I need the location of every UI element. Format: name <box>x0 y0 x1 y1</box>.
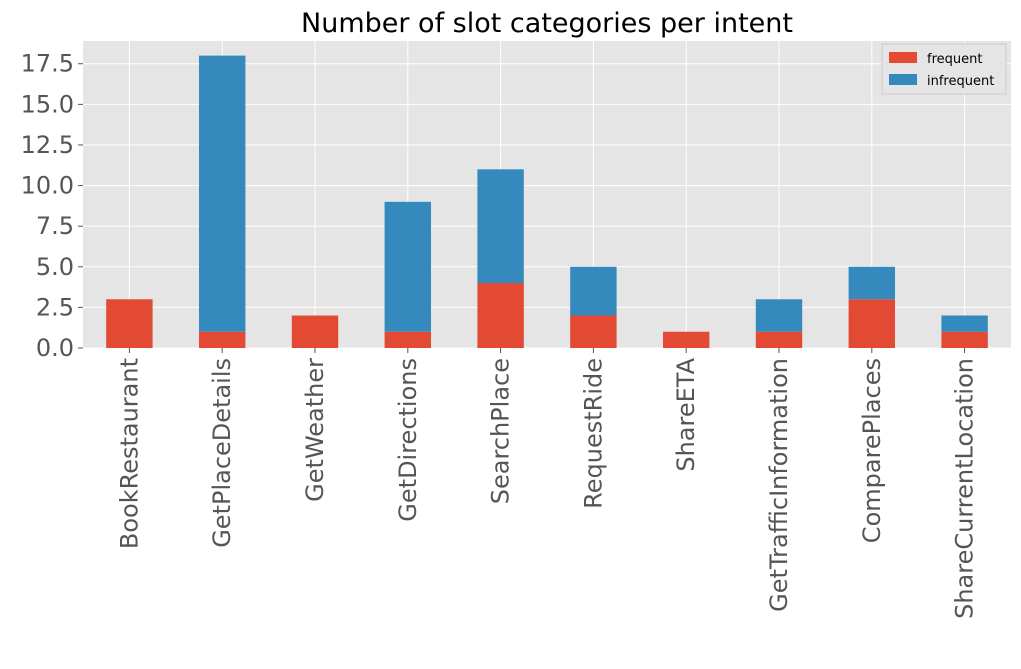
bar-infrequent <box>199 55 246 332</box>
bar-frequent <box>106 299 153 348</box>
bars <box>106 55 988 348</box>
chart-title: Number of slot categories per intent <box>301 8 793 39</box>
bar-infrequent <box>755 299 803 332</box>
bar-frequent <box>199 331 246 348</box>
x-tick-label: ShareETA <box>672 357 700 471</box>
legend-label-frequent: frequent <box>927 52 982 67</box>
x-tick-label: GetDirections <box>394 358 422 522</box>
y-tick-label: 0.0 <box>36 334 74 362</box>
bar-infrequent <box>570 266 617 316</box>
bar-frequent <box>848 299 895 348</box>
y-tick-label: 5.0 <box>36 253 74 281</box>
x-tick-label: BookRestaurant <box>115 358 143 549</box>
legend-swatch-frequent <box>889 52 917 63</box>
y-tick-label: 15.0 <box>21 90 74 118</box>
x-tick-label: ComparePlaces <box>858 358 886 543</box>
bar-infrequent <box>941 315 988 332</box>
bar-frequent <box>384 331 431 348</box>
bar-frequent <box>291 315 339 348</box>
bar-infrequent <box>384 201 431 332</box>
bar-frequent <box>477 283 524 348</box>
bar-infrequent <box>848 266 895 300</box>
x-tick-label: GetPlaceDetails <box>208 358 236 548</box>
x-tick-label: SearchPlace <box>487 358 515 504</box>
y-tick-label: 17.5 <box>21 50 74 78</box>
bar-frequent <box>663 331 710 348</box>
legend-label-infrequent: infrequent <box>927 74 994 89</box>
y-tick-label: 12.5 <box>21 131 74 159</box>
x-tick-label: GetWeather <box>301 358 329 502</box>
y-tick-label: 7.5 <box>36 212 74 240</box>
y-tick-label: 2.5 <box>36 293 74 321</box>
x-tick-label: GetTrafficInformation <box>765 358 793 612</box>
bar-frequent <box>941 331 988 348</box>
bar-infrequent <box>477 169 524 284</box>
bar-frequent <box>570 315 617 348</box>
x-tick-label: RequestRide <box>579 358 607 509</box>
legend: frequent infrequent <box>881 43 1007 95</box>
y-axis: 0.0 2.5 5.0 7.5 10.0 12.5 15.0 17.5 <box>21 50 83 362</box>
x-tick-label: ShareCurrentLocation <box>951 358 979 619</box>
y-tick-label: 10.0 <box>21 172 74 200</box>
bar-frequent <box>755 331 803 348</box>
x-axis: BookRestaurant GetPlaceDetails GetWeather G… <box>115 348 979 619</box>
legend-swatch-infrequent <box>889 74 917 85</box>
